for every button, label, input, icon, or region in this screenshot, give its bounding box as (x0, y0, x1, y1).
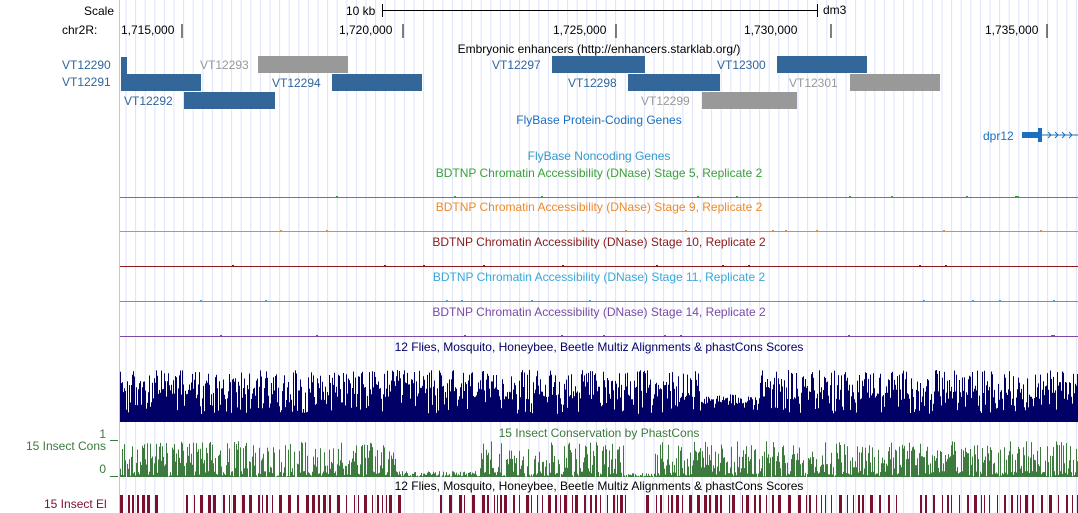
enhancer-label[interactable]: VT12298 (568, 76, 617, 90)
phastcons-axis-max: 1 (99, 427, 106, 441)
phastcons-track-title: 15 Insect Conservation by PhastCons (498, 426, 700, 440)
enhancer-label[interactable]: VT12297 (492, 58, 541, 72)
enhancer-feature[interactable] (121, 74, 201, 91)
phastcons-axis-tick (110, 476, 118, 477)
enhancer-feature[interactable] (258, 56, 348, 73)
phastcons-axis-min: 0 (99, 462, 106, 476)
gene-model-arrows-icon[interactable] (1022, 128, 1078, 142)
elements-side-label[interactable]: 15 Insect El (44, 497, 107, 511)
dnase-stage10-track-title: BDTNP Chromatin Accessibility (DNase) St… (432, 235, 766, 249)
enhancer-feature[interactable] (332, 74, 422, 91)
dnase-stage9-track-title: BDTNP Chromatin Accessibility (DNase) St… (435, 200, 763, 214)
ruler-tick-label: 1,715,000 (121, 23, 175, 37)
scale-bar-right-cap (817, 4, 818, 17)
scale-bar-label: 10 kb (346, 4, 376, 18)
chrom-label: chr2R: (62, 23, 98, 37)
dnase-stage11-track-title: BDTNP Chromatin Accessibility (DNase) St… (432, 270, 766, 284)
assembly-label: dm3 (823, 3, 847, 17)
enhancer-feature[interactable] (702, 92, 797, 109)
enhancer-label[interactable]: VT12291 (62, 75, 111, 89)
enhancer-feature[interactable] (850, 74, 940, 91)
scale-label: Scale (84, 4, 115, 18)
ruler-tick-label: 1,720,000 (339, 23, 393, 37)
ruler-tick-label: 1,725,000 (553, 23, 607, 37)
flybase-noncoding-track-title: FlyBase Noncoding Genes (527, 149, 671, 163)
scale-bar-left-cap (382, 4, 383, 17)
enhancer-feature[interactable] (552, 56, 645, 73)
flybase-coding-track-title: FlyBase Protein-Coding Genes (516, 113, 682, 127)
enhancer-feature[interactable] (628, 74, 720, 91)
phastcons-side-label[interactable]: 15 Insect Cons (25, 439, 106, 453)
ruler-tick-label: 1,735,000 (985, 23, 1039, 37)
dnase-stage14-track-title: BDTNP Chromatin Accessibility (DNase) St… (432, 305, 766, 319)
enhancer-label[interactable]: VT12294 (272, 76, 321, 90)
dnase-stage9-signal[interactable] (120, 231, 1078, 232)
dnase-stage14-signal[interactable] (120, 336, 1078, 337)
enhancer-label[interactable]: VT12293 (200, 58, 249, 72)
elements-track-title: 12 Flies, Mosquito, Honeybee, Beetle Mul… (394, 479, 804, 493)
scale-bar (382, 10, 818, 11)
enhancer-label[interactable]: VT12299 (641, 94, 690, 108)
ruler-tick-label: 1,730,000 (744, 23, 798, 37)
enhancer-label[interactable]: VT12290 (62, 58, 111, 72)
multiz-track-title: 12 Flies, Mosquito, Honeybee, Beetle Mul… (394, 340, 804, 354)
enhancer-feature[interactable] (121, 57, 127, 74)
enhancers-track-title: Embryonic enhancers (http://enhancers.st… (457, 42, 741, 56)
enhancer-label[interactable]: VT12292 (124, 94, 173, 108)
enhancer-feature[interactable] (184, 92, 275, 109)
dnase-stage11-signal[interactable] (120, 301, 1078, 302)
dnase-stage5-signal[interactable] (120, 197, 1078, 198)
dnase-stage10-signal[interactable] (120, 266, 1078, 267)
dnase-stage5-track-title: BDTNP Chromatin Accessibility (DNase) St… (435, 166, 763, 180)
enhancer-label[interactable]: VT12300 (717, 58, 766, 72)
gene-label-dpr12[interactable]: dpr12 (983, 129, 1014, 143)
phastcons-axis-tick (110, 440, 118, 441)
enhancer-feature[interactable] (777, 56, 867, 73)
enhancer-label[interactable]: VT12301 (789, 76, 838, 90)
